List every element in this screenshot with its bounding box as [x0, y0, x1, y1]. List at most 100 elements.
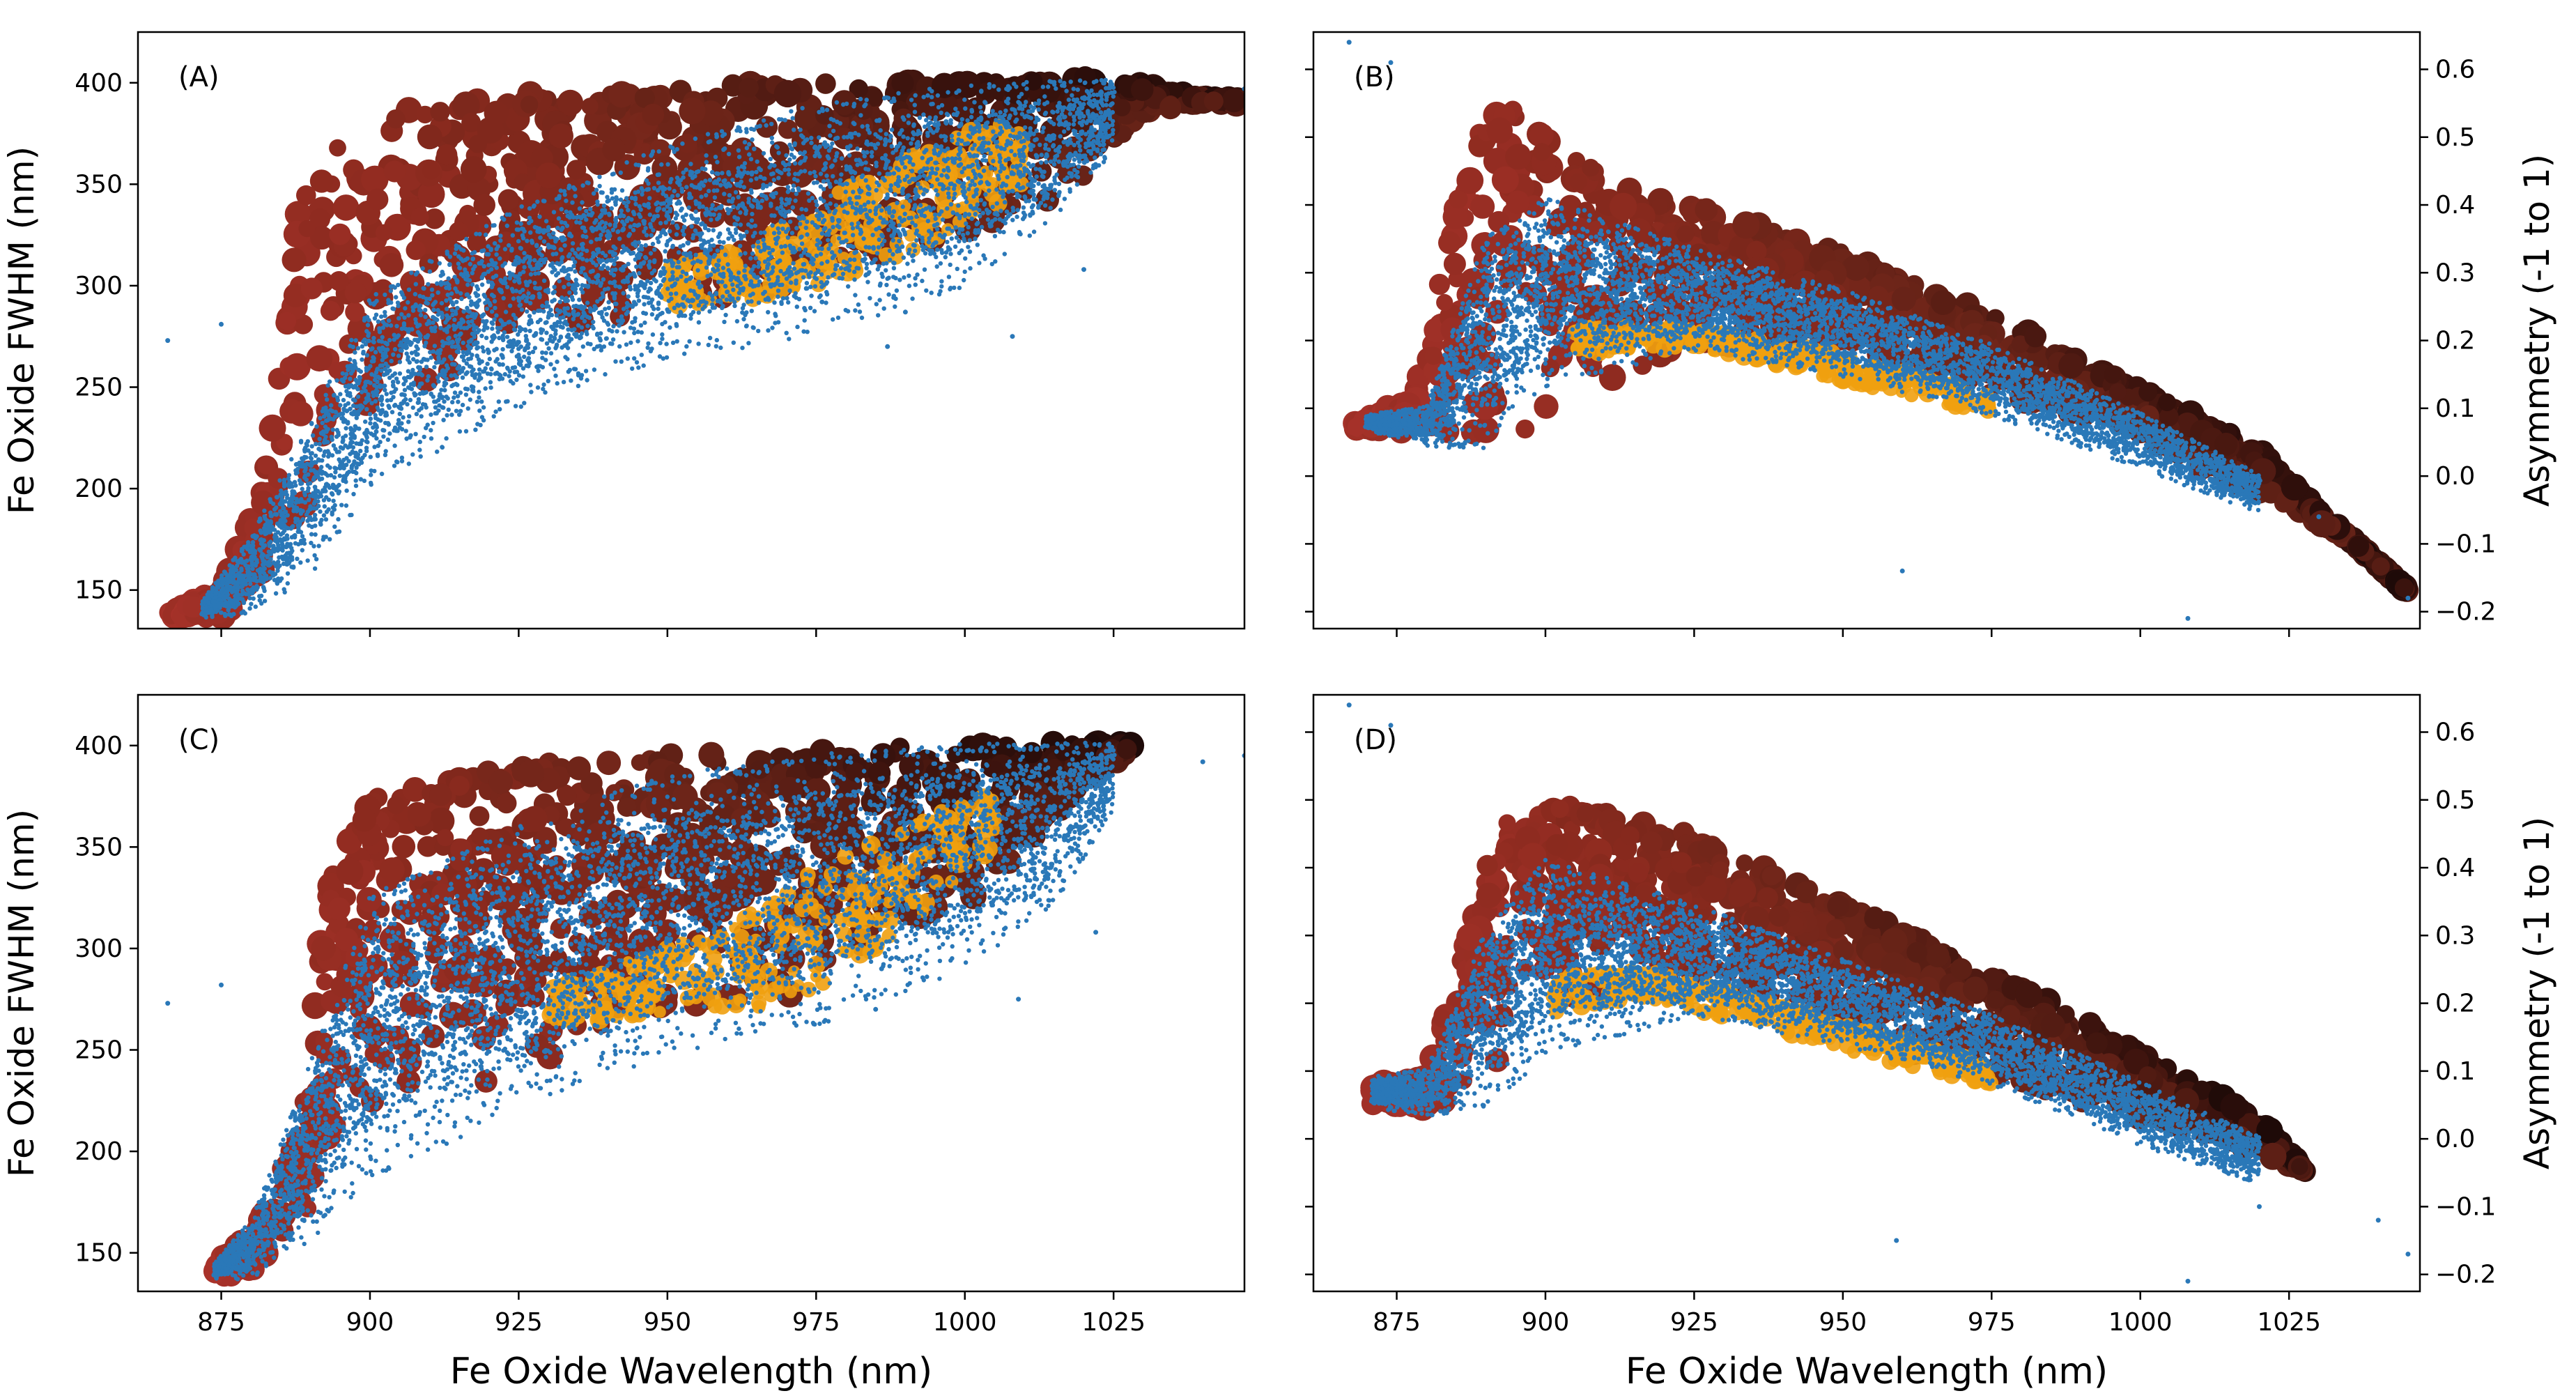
marker-blue [670, 194, 675, 199]
marker-blue [352, 359, 357, 364]
marker-blue [636, 298, 642, 303]
marker-blue [566, 282, 571, 287]
marker-blue [360, 357, 364, 362]
marker-blue [681, 243, 686, 248]
marker-blue [330, 453, 335, 458]
marker-blue [965, 141, 971, 146]
marker-blue [337, 473, 342, 478]
marker-blue [886, 275, 891, 280]
marker-blue [648, 251, 654, 256]
marker-orange [858, 175, 875, 192]
marker-blue [703, 178, 708, 183]
marker-blue [815, 243, 819, 247]
marker-blue [348, 376, 353, 381]
marker-blue [807, 253, 812, 258]
marker-blue [845, 135, 850, 139]
marker-blue [838, 266, 844, 270]
marker-blue [839, 172, 844, 177]
marker-blue [752, 146, 757, 151]
marker-blue [313, 453, 318, 459]
marker-blue [783, 202, 788, 207]
marker-blue [326, 413, 331, 418]
marker-blue [930, 183, 934, 188]
marker-blue [473, 372, 478, 377]
marker-blue [415, 352, 420, 357]
marker-blue [293, 516, 298, 521]
marker-blue [923, 251, 928, 256]
marker-blue [801, 275, 806, 280]
marker-blue [704, 160, 709, 164]
marker-blue [1050, 197, 1055, 202]
marker-blue [440, 272, 445, 277]
marker-blue [456, 321, 461, 326]
marker-blue [988, 151, 994, 156]
marker-blue [558, 335, 563, 339]
marker-blue [549, 324, 554, 330]
marker-blue [856, 266, 861, 271]
marker-blue [574, 215, 579, 220]
marker-blue [723, 252, 728, 257]
marker-blue [468, 261, 472, 267]
marker-blue [851, 245, 856, 249]
marker-blue [477, 390, 481, 394]
marker-blue [878, 136, 884, 141]
marker-blue [530, 349, 536, 355]
marker-blue [726, 151, 732, 157]
marker-blue [967, 249, 973, 254]
marker-blue [799, 253, 804, 259]
marker-blue [794, 295, 799, 300]
marker-blue [357, 427, 362, 431]
marker-blue [768, 182, 773, 187]
marker-blue [916, 181, 920, 187]
marker-blue [571, 263, 576, 268]
marker-blue [706, 259, 711, 264]
marker-blue [488, 371, 493, 377]
marker-blue [611, 272, 617, 277]
marker-blue [285, 513, 290, 518]
marker-blue [1041, 174, 1046, 179]
marker-blue [818, 196, 823, 201]
marker-blue [896, 247, 901, 252]
marker-blue [552, 236, 557, 240]
marker-blue [331, 417, 336, 422]
marker-blue [659, 162, 664, 167]
marker-blue [528, 230, 533, 235]
marker-blue [300, 486, 304, 491]
marker-blue [429, 412, 433, 417]
marker-blue [1111, 128, 1116, 132]
marker-blue [468, 356, 473, 361]
marker-blue [464, 361, 469, 366]
marker-blue [1070, 93, 1074, 98]
marker-blue [782, 244, 788, 249]
marker-blue [923, 124, 927, 129]
marker-blue [705, 274, 710, 279]
marker-blue [827, 123, 832, 128]
marker-gradient [310, 226, 334, 250]
marker-blue [873, 211, 879, 217]
marker-blue [475, 346, 479, 351]
marker-blue [1089, 125, 1094, 130]
marker-blue [486, 279, 491, 284]
marker-blue [940, 217, 946, 222]
marker-blue [305, 489, 311, 493]
marker-blue [465, 314, 470, 319]
marker-blue [600, 250, 606, 256]
marker-blue [930, 101, 935, 107]
marker-gradient [602, 137, 626, 162]
marker-blue [1021, 205, 1026, 210]
marker-blue [618, 197, 624, 202]
marker-blue [424, 426, 429, 431]
marker-blue [516, 277, 521, 282]
marker-blue [461, 358, 466, 363]
marker-blue [688, 316, 693, 321]
marker-blue [431, 394, 435, 399]
marker-blue [661, 266, 666, 270]
marker-blue [667, 186, 672, 191]
marker-blue [1095, 92, 1100, 98]
marker-gradient [452, 91, 480, 119]
marker-blue [696, 310, 701, 315]
marker-blue [817, 135, 822, 140]
marker-blue [717, 213, 722, 217]
marker-blue [1026, 199, 1032, 203]
marker-blue [332, 502, 337, 508]
